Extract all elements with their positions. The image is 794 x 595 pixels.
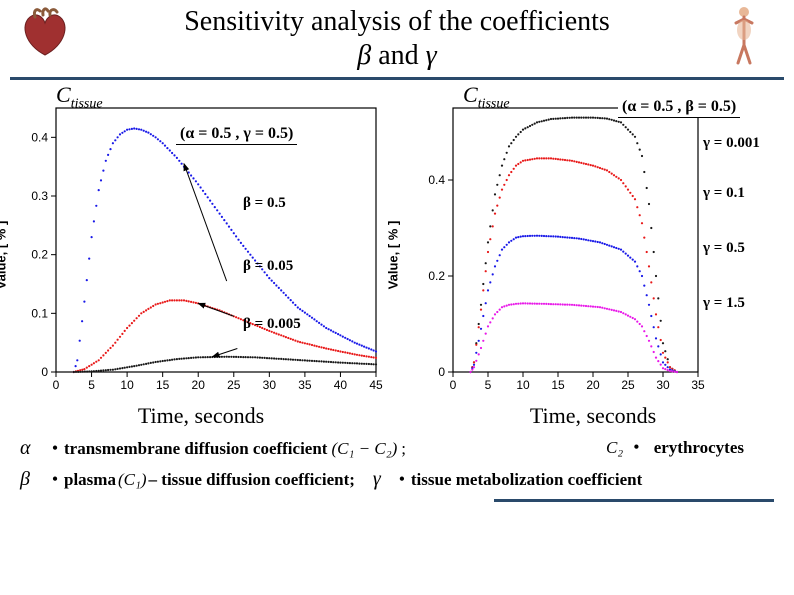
legend-row-beta: β • plasma (C₁) – tissue diffusion coeff… [20, 468, 774, 491]
svg-text:10: 10 [516, 378, 530, 392]
svg-text:0: 0 [450, 378, 457, 392]
chart-right-xlabel: Time, seconds [403, 403, 783, 429]
svg-text:10: 10 [120, 378, 134, 392]
legend-gamma-text: tissue metabolization coefficient [411, 470, 642, 490]
svg-text:20: 20 [192, 378, 206, 392]
legend-semi: ; [401, 439, 406, 459]
legend-row-alpha: α • transmembrane diffusion coefficient … [20, 437, 774, 460]
symbol-alpha: α [20, 437, 46, 460]
svg-text:45: 45 [369, 378, 383, 392]
legend-erythrocytes: erythrocytes [654, 438, 744, 457]
chart-right-ctissue: Ctissue [463, 82, 510, 112]
svg-text:0: 0 [53, 378, 60, 392]
legend-area: α • transmembrane diffusion coefficient … [0, 429, 794, 502]
svg-text:15: 15 [551, 378, 565, 392]
legend-beta-text2: – tissue diffusion coefficient; [149, 470, 355, 490]
bullet-icon: • [46, 469, 64, 490]
svg-text:0: 0 [41, 365, 48, 379]
label-beta-0.5: β = 0.5 [243, 195, 286, 212]
chart-right-parambox: (α = 0.5 , β = 0.5) [618, 98, 740, 118]
charts-row: Ctissue Value, [ % ] 0 5 10 15 20 25 30 35 40 45 0… [0, 80, 794, 429]
label-beta-0.005: β = 0.005 [243, 316, 301, 333]
chart-left-ylabel: Value, [ % ] [0, 220, 9, 289]
chart-left-wrap: Ctissue Value, [ % ] 0510152025303540450… [11, 80, 391, 429]
svg-text:0.2: 0.2 [31, 248, 48, 262]
title-beta: β [357, 40, 371, 71]
svg-text:20: 20 [586, 378, 600, 392]
chart-left-ctissue: Ctissue [56, 82, 103, 112]
symbol-gamma: γ [373, 468, 393, 491]
svg-text:0.3: 0.3 [31, 189, 48, 203]
bullet-icon: • [627, 437, 645, 458]
svg-text:0.4: 0.4 [428, 173, 445, 187]
legend-beta-math: (C₁) [118, 470, 147, 490]
symbol-c2: C₂ [606, 438, 623, 457]
label-beta-0.05: β = 0.05 [243, 258, 293, 275]
svg-text:0.2: 0.2 [428, 269, 445, 283]
chart-left-xlabel: Time, seconds [11, 403, 391, 429]
legend-alpha-text: transmembrane diffusion coefficient [64, 439, 327, 459]
bullet-icon: • [393, 469, 411, 490]
legend-alpha-math: (C₁ − C₂) [331, 439, 397, 459]
title-line1: Sensitivity analysis of the coefficients [184, 6, 610, 37]
label-gamma-0.001: γ = 0.001 [703, 135, 760, 152]
body-icon [724, 5, 764, 65]
bullet-icon: • [46, 438, 64, 459]
svg-text:5: 5 [485, 378, 492, 392]
chart-right-ylabel: Value, [ % ] [386, 220, 401, 289]
svg-text:15: 15 [156, 378, 170, 392]
svg-text:35: 35 [298, 378, 312, 392]
page-title: Sensitivity analysis of the coefficients… [184, 5, 610, 72]
chart-left-parambox: (α = 0.5 , γ = 0.5) [176, 125, 297, 145]
header: Sensitivity analysis of the coefficients… [0, 0, 794, 72]
svg-text:0: 0 [438, 365, 445, 379]
label-gamma-1.5: γ = 1.5 [703, 295, 745, 312]
svg-text:30: 30 [656, 378, 670, 392]
heart-icon [15, 5, 75, 60]
title-gamma: γ [426, 40, 437, 71]
svg-text:0.4: 0.4 [31, 131, 48, 145]
svg-text:30: 30 [263, 378, 277, 392]
svg-text:25: 25 [621, 378, 635, 392]
symbol-beta: β [20, 468, 46, 491]
label-gamma-0.5: γ = 0.5 [703, 240, 745, 257]
legend-c2-erythro: C₂ • erythrocytes [606, 437, 744, 458]
svg-text:35: 35 [691, 378, 705, 392]
svg-text:5: 5 [88, 378, 95, 392]
label-gamma-0.1: γ = 0.1 [703, 185, 745, 202]
chart-right-wrap: Ctissue Value, [ % ] 0510152025303500.20… [403, 80, 783, 429]
svg-text:0.1: 0.1 [31, 307, 48, 321]
footer-rule [494, 499, 774, 502]
legend-beta-text1: plasma [64, 470, 116, 490]
svg-text:25: 25 [227, 378, 241, 392]
title-and: and [378, 39, 418, 73]
svg-text:40: 40 [334, 378, 348, 392]
